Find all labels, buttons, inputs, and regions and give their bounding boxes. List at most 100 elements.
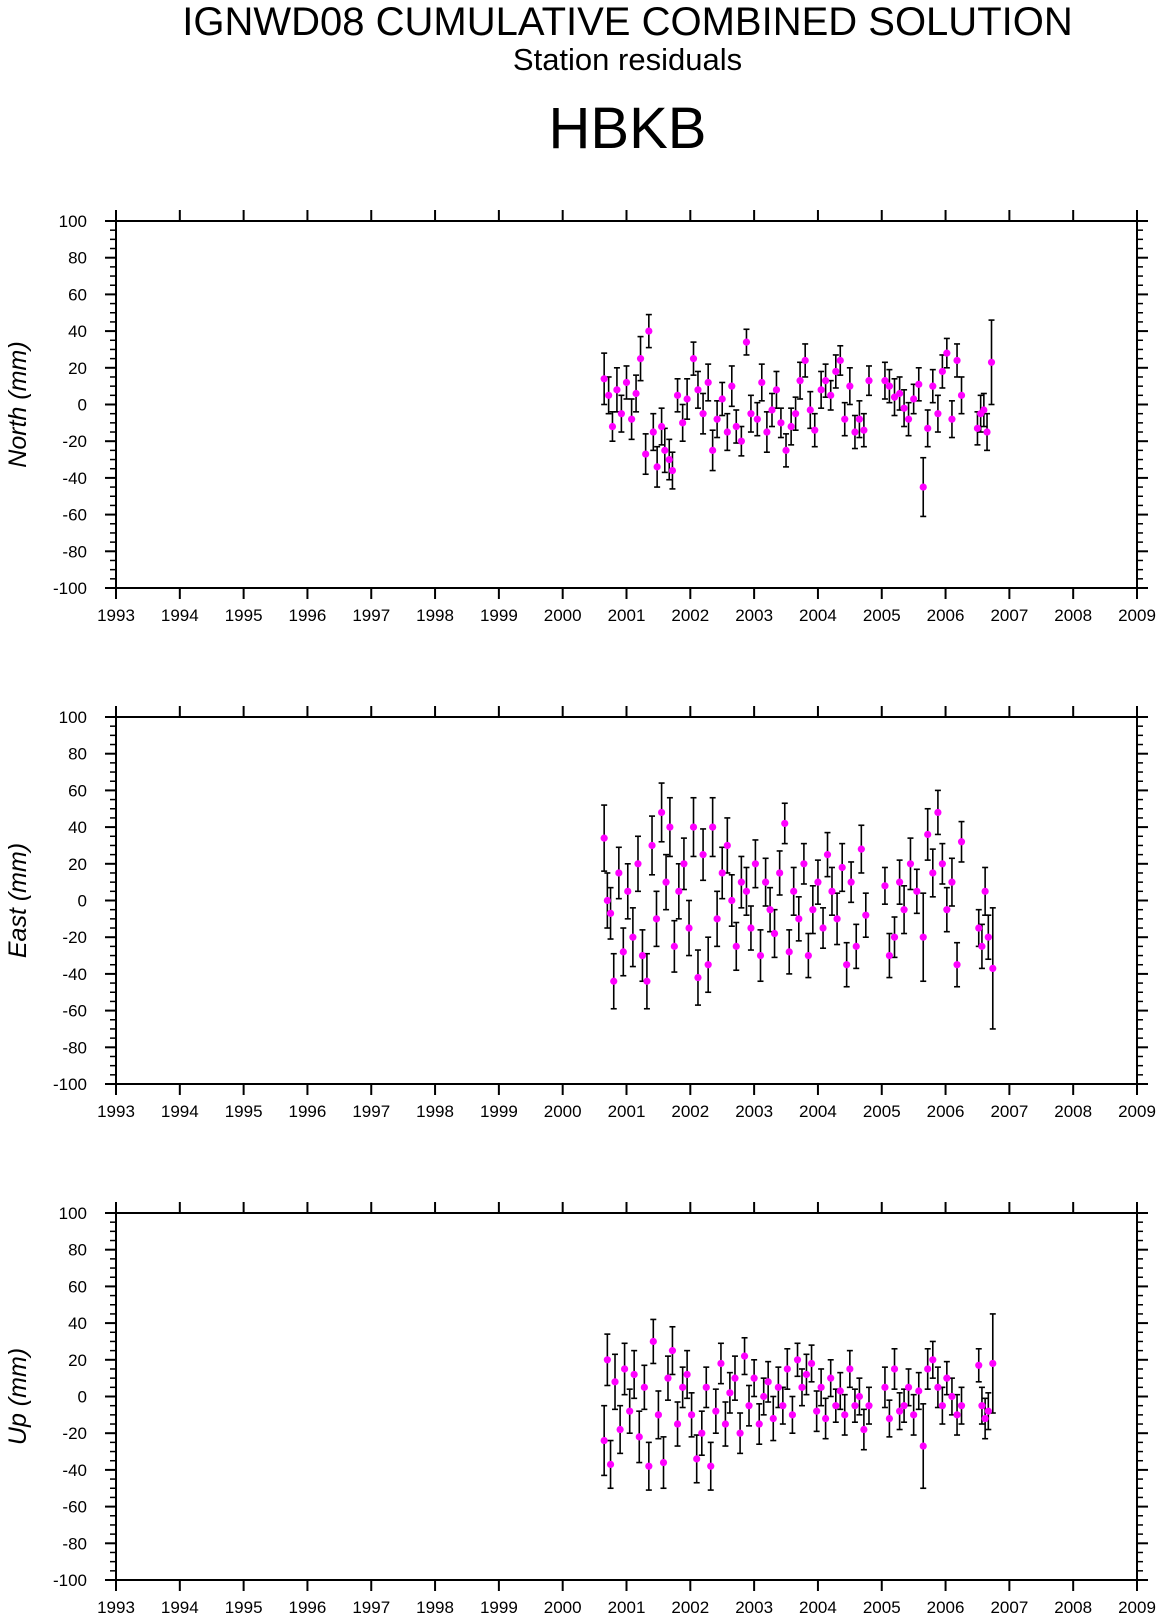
north-data-point <box>758 378 766 387</box>
east-x-tick-label: 2009 <box>1118 1102 1156 1121</box>
north-x-tick-label: 1996 <box>289 606 327 625</box>
east-data-point <box>890 933 899 941</box>
east-data-point <box>957 838 966 846</box>
north-data-point <box>943 349 951 357</box>
up-data-point <box>957 1402 966 1410</box>
north-data-point <box>632 389 640 398</box>
north-data-point <box>924 424 932 432</box>
east-x-tick-label: 2001 <box>608 1102 646 1121</box>
up-data-point <box>919 1442 927 1450</box>
east-data-point <box>823 851 832 859</box>
up-data-point <box>989 1359 997 1368</box>
up-data-point <box>900 1402 908 1410</box>
east-data-point <box>600 834 608 842</box>
north-x-tick-label: 2007 <box>990 606 1028 625</box>
up-x-tick-label: 2004 <box>799 1598 837 1617</box>
up-y-axis-label: Up (mm) <box>4 1348 32 1445</box>
east-data-point <box>881 882 889 890</box>
north-data-point <box>811 426 819 434</box>
up-data-point <box>827 1374 835 1382</box>
east-data-point <box>747 924 755 932</box>
chart-subtitle: Station residuals <box>512 42 743 77</box>
north-data-point <box>742 338 751 346</box>
north-data-point <box>723 428 731 436</box>
north-data-point <box>801 356 809 365</box>
east-data-point <box>790 887 798 895</box>
up-data-point <box>731 1374 739 1382</box>
up-data-point <box>860 1425 868 1434</box>
east-data-point <box>766 906 774 914</box>
north-x-tick-label: 2008 <box>1054 606 1092 625</box>
up-data-point <box>630 1370 638 1379</box>
north-data-point <box>957 391 966 399</box>
east-x-tick-label: 2005 <box>863 1102 901 1121</box>
east-x-tick-label: 1998 <box>416 1102 454 1121</box>
north-data-point <box>713 415 721 423</box>
north-y-tick-label: -60 <box>62 506 87 525</box>
up-data-point <box>673 1420 682 1428</box>
east-data-point <box>862 911 870 919</box>
up-data-point <box>890 1365 899 1373</box>
east-data-point <box>709 823 717 831</box>
north-data-point <box>948 415 956 423</box>
north-data-point <box>653 463 661 471</box>
east-data-point <box>934 808 942 817</box>
east-data-point <box>615 869 623 877</box>
up-data-point <box>817 1383 825 1391</box>
up-data-point <box>802 1370 811 1379</box>
north-data-point <box>661 446 669 454</box>
north-data-point <box>792 410 800 418</box>
north-data-point <box>896 389 904 398</box>
east-data-point <box>634 860 642 868</box>
east-y-tick-label: 100 <box>59 708 87 727</box>
north-data-point <box>851 428 859 436</box>
east-data-point <box>981 887 989 895</box>
north-y-tick-label: -100 <box>53 579 87 598</box>
up-data-point <box>881 1383 889 1391</box>
east-data-point <box>896 878 904 886</box>
up-data-point <box>813 1407 821 1415</box>
north-data-point <box>683 395 691 403</box>
up-y-tick-label: 80 <box>68 1241 87 1260</box>
east-data-point <box>938 860 946 868</box>
east-data-point <box>978 942 986 950</box>
up-data-point <box>975 1361 983 1369</box>
north-data-point <box>827 391 835 399</box>
up-data-point <box>764 1378 772 1386</box>
up-data-point <box>779 1402 787 1410</box>
north-data-point <box>910 395 918 403</box>
east-data-point <box>638 951 647 960</box>
east-y-tick-label: -40 <box>62 965 87 984</box>
up-data-point <box>707 1462 715 1470</box>
up-data-point <box>821 1414 830 1423</box>
up-data-point <box>984 1407 992 1415</box>
north-x-tick-label: 2004 <box>799 606 837 625</box>
east-y-tick-label: 40 <box>68 818 87 837</box>
up-data-point <box>885 1414 894 1423</box>
east-data-point <box>670 942 678 950</box>
east-plot-frame <box>115 716 1138 1085</box>
north-data-point <box>613 386 621 394</box>
up-y-tick-label: -60 <box>62 1498 87 1517</box>
north-x-tick-label: 1993 <box>97 606 135 625</box>
east-x-tick-label: 1996 <box>289 1102 327 1121</box>
up-x-tick-label: 1998 <box>416 1598 454 1617</box>
up-data-point <box>865 1402 873 1410</box>
up-x-tick-label: 2008 <box>1054 1598 1092 1617</box>
up-data-point <box>924 1365 932 1373</box>
north-data-point <box>673 391 682 399</box>
east-y-tick-label: 80 <box>68 745 87 764</box>
up-data-point <box>654 1411 663 1419</box>
north-data-point <box>846 382 854 390</box>
north-data-point <box>817 386 825 394</box>
east-data-point <box>723 841 731 850</box>
east-data-point <box>953 961 961 969</box>
north-data-point <box>855 415 864 423</box>
north-data-point <box>645 327 653 335</box>
up-data-point <box>774 1383 782 1391</box>
north-data-point <box>821 377 830 385</box>
up-data-point <box>948 1392 956 1401</box>
east-data-point <box>643 977 651 985</box>
up-data-point <box>693 1455 701 1463</box>
east-data-point <box>989 964 997 972</box>
